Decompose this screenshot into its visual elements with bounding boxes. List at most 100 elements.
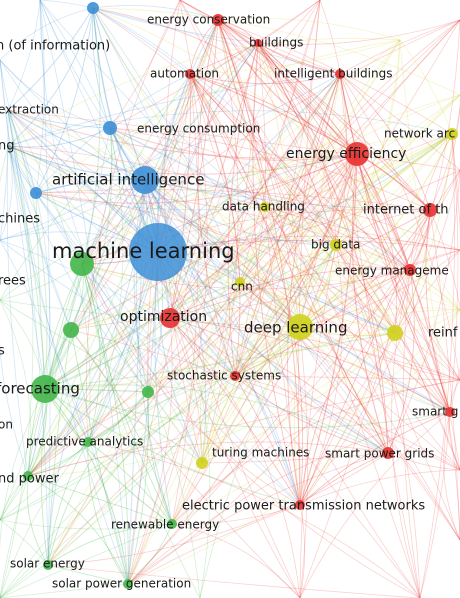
buildings-label[interactable]: buildings — [249, 36, 303, 50]
energy-efficiency-label[interactable]: energy efficiency — [286, 146, 406, 162]
smart-grid-node[interactable] — [445, 407, 455, 417]
data-handling-node[interactable] — [260, 202, 270, 212]
network-edge — [356, 153, 398, 334]
network-edge — [35, 192, 411, 271]
data-handling-label[interactable]: data handling — [222, 200, 305, 214]
artificial-intelligence-label[interactable]: artificial intelligence — [52, 171, 204, 189]
chines-label[interactable]: chines — [0, 212, 40, 227]
network-edge — [27, 475, 173, 525]
reinforcement-label[interactable]: reinf — [428, 326, 458, 341]
network-edge — [171, 504, 301, 525]
extraction-label[interactable]: extraction — [0, 103, 59, 117]
solar-power-generation-label[interactable]: solar power generation — [52, 577, 191, 591]
deep-learning-node[interactable] — [287, 314, 313, 340]
energy-consumption-label[interactable]: energy consumption — [137, 122, 260, 136]
network-edge — [451, 133, 460, 540]
internet-of-things-label[interactable]: internet of th — [363, 203, 449, 218]
stochastic-systems-node[interactable] — [230, 371, 240, 381]
turing-machines-node[interactable] — [196, 457, 208, 469]
network-edge — [92, 7, 358, 155]
network-edge — [189, 42, 259, 75]
network-edge — [264, 206, 301, 506]
machine-learning-node[interactable] — [129, 223, 187, 281]
electric-power-node[interactable] — [295, 500, 305, 510]
network-edge — [299, 504, 306, 598]
wind-power-node[interactable] — [23, 471, 33, 481]
network-edge — [189, 73, 304, 506]
network-edge — [109, 127, 266, 208]
network-edge — [109, 127, 358, 161]
on-label[interactable]: on — [0, 418, 13, 432]
network-edge — [299, 209, 431, 506]
network-edge — [201, 39, 401, 464]
big-data-node[interactable] — [330, 239, 342, 251]
network-edge — [201, 244, 337, 464]
network-edge — [299, 244, 343, 506]
energy-efficiency-node[interactable] — [345, 142, 369, 166]
big-data-label[interactable]: big data — [311, 238, 360, 252]
stochastic-systems-label[interactable]: stochastic systems — [167, 369, 281, 383]
renewable-energy-node[interactable] — [167, 519, 177, 529]
network-edge — [44, 42, 259, 390]
energy-conservation-node[interactable] — [212, 14, 224, 26]
artificial-intelligence-node[interactable] — [131, 166, 159, 194]
deep-learning-label[interactable]: deep learning — [244, 319, 347, 337]
automation-label[interactable]: automation — [150, 67, 219, 81]
automation-node[interactable] — [185, 69, 195, 79]
ng-label[interactable]: ng — [0, 139, 15, 154]
network-edge — [35, 192, 46, 390]
network-edge — [169, 317, 203, 464]
network-edge — [87, 391, 149, 443]
network-edge — [47, 326, 301, 566]
network-arch-label[interactable]: network arc — [384, 127, 455, 141]
s-node[interactable] — [63, 322, 79, 338]
energy-management-node[interactable] — [404, 264, 416, 276]
network-edge — [179, 0, 358, 155]
network-edge — [0, 583, 129, 598]
turing-machines-label[interactable]: turing machines — [212, 446, 309, 460]
solar-energy-node[interactable] — [43, 560, 53, 570]
solar-power-generation-node[interactable] — [123, 579, 133, 589]
wind-power-label[interactable]: nd power — [0, 472, 59, 487]
network-edge — [109, 127, 431, 211]
network-edge — [144, 179, 460, 251]
retrieval-node[interactable] — [87, 2, 99, 14]
s-label[interactable]: s — [0, 344, 5, 359]
retrieval-label[interactable]: n (of information) — [0, 39, 110, 54]
energy-conservation-label[interactable]: energy conservation — [147, 13, 270, 27]
predictive-analytics-label[interactable]: predictive analytics — [26, 435, 143, 449]
network-edge — [35, 192, 203, 464]
network-edge — [44, 73, 341, 390]
network-edge — [7, 37, 401, 147]
forecasting-node[interactable] — [31, 375, 59, 403]
predictive-analytics-node[interactable] — [83, 437, 93, 447]
reinforcement-node[interactable] — [387, 325, 403, 341]
optimization-node[interactable] — [160, 308, 180, 328]
chines-node[interactable] — [30, 187, 42, 199]
network-edge — [257, 42, 451, 413]
energy-management-label[interactable]: energy manageme — [335, 264, 449, 278]
intelligent-buildings-label[interactable]: intelligent buildings — [274, 67, 392, 81]
intelligent-buildings-node[interactable] — [335, 69, 345, 79]
forecasting-label[interactable]: forecasting — [0, 380, 80, 398]
network-edge — [157, 235, 460, 253]
cnn-label[interactable]: cnn — [231, 280, 253, 294]
smart-power-grids-label[interactable]: smart power grids — [325, 447, 434, 461]
trees-label[interactable]: rees — [0, 274, 26, 289]
cnn-node[interactable] — [235, 277, 245, 287]
trees-node[interactable] — [70, 252, 94, 276]
optimization-label[interactable]: optimization — [120, 309, 207, 325]
smart-grid-label[interactable]: smart g — [412, 405, 458, 419]
buildings-node[interactable] — [254, 39, 262, 47]
network-edge — [157, 251, 389, 454]
on-node[interactable] — [142, 386, 154, 398]
solar-energy-label[interactable]: solar energy — [10, 557, 85, 571]
smart-power-grids-node[interactable] — [382, 447, 394, 459]
energy-consumption-node[interactable] — [103, 121, 117, 135]
renewable-energy-label[interactable]: renewable energy — [111, 518, 219, 532]
electric-power-label[interactable]: electric power transmission networks — [182, 499, 425, 514]
network-edge — [189, 73, 341, 84]
network-arch-node[interactable] — [446, 128, 458, 140]
internet-of-things-node[interactable] — [423, 203, 437, 217]
machine-learning-label[interactable]: machine learning — [52, 239, 235, 263]
